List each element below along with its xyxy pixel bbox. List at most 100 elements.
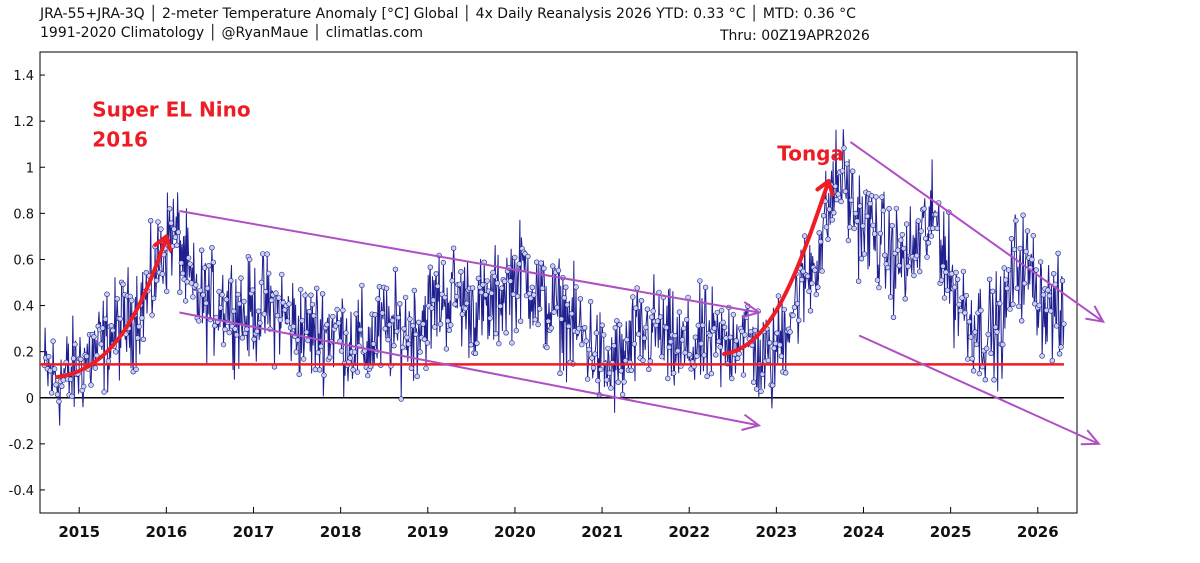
series-point [877,230,884,237]
series-point [309,301,316,308]
series-point [800,268,806,275]
series-point [456,281,463,288]
trend-arrow-head [741,301,762,319]
series-point [491,273,498,280]
series-point [351,349,358,355]
series-point [533,259,540,265]
series-point [226,329,233,336]
series-point [321,372,327,378]
series-point [488,290,495,296]
series-point [545,318,551,324]
x-tick-label: 2019 [407,523,449,541]
series-point [711,325,718,331]
series-point [826,206,833,213]
series-point [879,194,885,200]
series-point [1036,302,1042,309]
series-point [531,292,537,298]
series-point [769,382,776,388]
series-point [279,271,285,278]
series-point [778,353,785,359]
series-point [860,223,866,229]
header-thru: Thru: 00Z19APR2026 [720,28,870,44]
series-point [392,266,399,272]
series-point [675,348,681,354]
series-point [453,293,460,300]
series-point [544,344,550,351]
y-tick-label: 0.4 [13,300,34,315]
series-point [319,291,326,297]
series-point [794,301,801,307]
series-point [212,323,218,329]
series-point [120,281,126,287]
series-point [432,324,438,330]
series-point [475,275,482,281]
series-point [472,350,479,356]
series-point [494,280,500,286]
series-point [951,284,958,290]
series-point [880,207,886,214]
series-point [715,338,722,344]
series-point [166,206,173,212]
series-point [758,388,764,395]
x-tick-label: 2024 [843,523,885,541]
series-point [539,285,546,291]
series-point [676,309,683,315]
series-point [410,323,416,329]
series-point [782,370,789,376]
series-point [1053,323,1060,329]
series-point [391,343,397,349]
series-point [960,268,967,275]
series-point [589,355,595,361]
series-point [236,301,243,307]
series-point [264,251,270,257]
x-tick-label: 2020 [494,523,536,541]
x-tick-label: 2018 [320,523,362,541]
series-point [417,349,423,355]
trend-arrow-line [849,141,1104,323]
series-point [864,213,870,219]
series-point [382,326,388,332]
series-point [365,372,371,379]
series-point [584,376,591,382]
series-point [101,389,107,395]
series-point [753,386,760,392]
series-point [581,325,588,331]
series-point [338,348,345,354]
series-point [413,331,419,337]
series-point [702,284,709,290]
series-point [1005,267,1012,273]
series-point [771,345,777,351]
series-point [469,285,476,291]
series-point [193,282,199,288]
series-point [839,168,846,174]
series-point [943,269,949,275]
series-point [641,335,648,341]
series-point [443,346,450,352]
header-line-1: JRA-55+JRA-3Q │ 2-meter Temperature Anom… [40,6,856,22]
series-point [217,305,224,311]
series-point [882,252,888,258]
series-point [1018,318,1025,324]
series-point [970,368,977,374]
series-point [600,332,607,338]
series-point [740,372,747,378]
series-point [817,239,824,245]
series-point [389,318,396,324]
series-point [692,334,699,340]
series-point [228,278,234,284]
series-point [657,314,664,320]
series-point [474,340,480,346]
series-point [175,229,182,235]
series-point [801,233,808,239]
series-point [484,278,490,284]
series-point [258,279,265,286]
series-point [408,365,415,371]
series-point [1004,285,1010,291]
series-point [893,205,900,212]
series-point [427,264,433,270]
series-point [734,355,741,361]
series-point [257,320,263,326]
series-point [851,225,857,232]
series-point [398,396,404,402]
series-point [94,352,100,359]
